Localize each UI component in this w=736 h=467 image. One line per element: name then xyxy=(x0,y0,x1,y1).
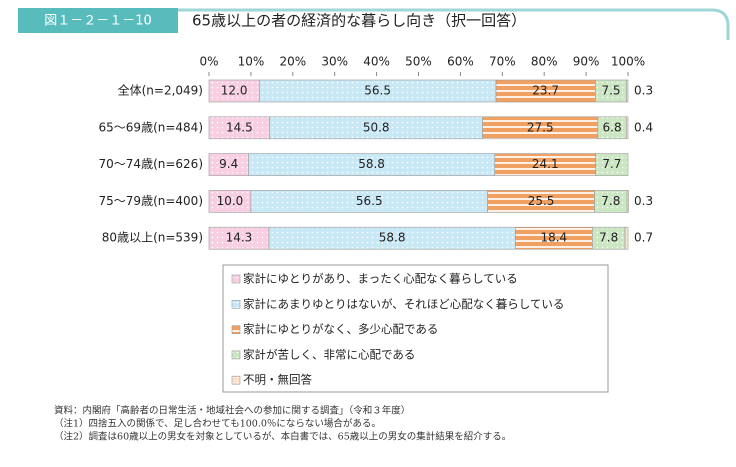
data-label: 7.8 xyxy=(601,194,620,208)
data-label: 6.8 xyxy=(603,120,622,134)
category-label: 65～69歳(n=484) xyxy=(99,120,203,134)
figure-badge xyxy=(18,8,178,33)
data-label: 0.4 xyxy=(634,120,653,134)
figure-label: 図１－２－１－10 xyxy=(44,14,152,29)
legend-swatch xyxy=(231,375,241,385)
data-label: 0.7 xyxy=(634,231,653,245)
data-label: 14.3 xyxy=(226,231,253,245)
legend-label: 家計にゆとりがあり、まったく心配なく暮らしている xyxy=(243,272,518,286)
legend-label: 家計にゆとりがなく、多少心配である xyxy=(243,322,438,336)
bar-segment xyxy=(624,226,629,250)
data-label: 7.7 xyxy=(602,157,621,171)
category-label: 全体(n=2,049) xyxy=(118,83,203,98)
bar-segment xyxy=(626,116,629,140)
legend-label: 家計にあまりゆとりはないが、それほど心配なく暮らしている xyxy=(243,297,564,311)
data-label: 7.5 xyxy=(601,84,620,98)
x-tick-label: 10% xyxy=(238,55,265,69)
data-label: 25.5 xyxy=(528,194,555,208)
x-tick-label: 50% xyxy=(405,55,432,69)
x-tick-label: 0% xyxy=(199,55,218,69)
data-label: 9.4 xyxy=(219,157,238,171)
legend-swatch xyxy=(231,274,241,284)
x-tick-label: 30% xyxy=(321,55,348,69)
note: （注1）四捨五入の関係で、足し合わせても100.0％にならない場合がある。 xyxy=(54,418,381,430)
x-tick-label: 90% xyxy=(573,55,600,69)
legend-label: 家計が苦しく、非常に心配である xyxy=(243,347,415,361)
legend-swatch xyxy=(231,325,241,334)
x-tick-label: 80% xyxy=(531,55,558,69)
data-label: 18.4 xyxy=(540,231,567,245)
legend-box xyxy=(222,264,609,393)
x-tick-label: 100% xyxy=(611,55,645,69)
data-label: 58.8 xyxy=(358,157,385,171)
x-tick-label: 70% xyxy=(489,55,516,69)
data-label: 12.0 xyxy=(221,84,248,98)
data-label: 24.1 xyxy=(532,157,559,171)
bar-segment xyxy=(595,153,629,176)
x-tick-label: 60% xyxy=(447,55,474,69)
data-label: 27.5 xyxy=(527,120,554,134)
data-label: 56.5 xyxy=(356,194,383,208)
legend-swatch xyxy=(231,299,241,309)
bar-segment xyxy=(626,190,629,213)
data-label: 10.0 xyxy=(217,194,244,208)
data-label: 23.7 xyxy=(532,84,559,98)
data-label: 0.3 xyxy=(634,84,653,98)
data-label: 58.8 xyxy=(379,231,406,245)
note: （注2）調査は60歳以上の男女を対象としているが、本白書では、65歳以上の男女の… xyxy=(54,431,511,443)
bar-segment xyxy=(626,79,629,103)
note: 資料：内閣府「高齢者の日常生活・地域社会への参加に関する調査」（令和３年度） xyxy=(54,405,410,417)
legend-label: 不明・無回答 xyxy=(243,373,312,387)
category-label: 70～74歳(n=626) xyxy=(99,157,203,171)
x-tick-label: 40% xyxy=(363,55,390,69)
data-label: 56.5 xyxy=(364,84,391,98)
chart-title: 65歳以上の者の経済的な暮らし向き（択一回答） xyxy=(192,12,526,30)
data-label: 0.3 xyxy=(634,194,653,208)
data-label: 14.5 xyxy=(226,120,253,134)
legend-swatch xyxy=(231,350,241,360)
x-tick-label: 20% xyxy=(279,55,306,69)
category-label: 80歳以上(n=539) xyxy=(102,231,203,245)
data-label: 50.8 xyxy=(363,120,390,134)
header-line xyxy=(18,8,730,40)
data-label: 7.8 xyxy=(599,231,618,245)
category-label: 75～79歳(n=400) xyxy=(99,194,203,208)
